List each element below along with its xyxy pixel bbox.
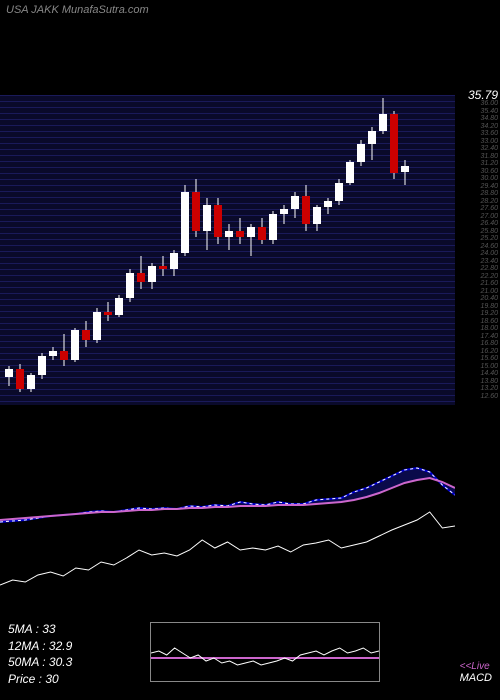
header-title: USA JAKK MunafaSutra.com [6, 4, 149, 16]
inset-svg [151, 623, 379, 681]
live-macd-line2: MACD [460, 672, 492, 684]
ma5-stat: 5MA : 33 [8, 621, 72, 638]
live-macd-line1: <<Live [460, 661, 492, 672]
ma12-stat: 12MA : 32.9 [8, 638, 72, 655]
ma50-stat: 50MA : 30.3 [8, 654, 72, 671]
macd-panel [0, 450, 455, 590]
y-axis-ticks: 36.0035.4034.8034.2033.6033.0032.4031.80… [458, 100, 498, 400]
live-macd-label: <<Live MACD [460, 661, 492, 684]
candle-container [5, 95, 450, 405]
candlestick-chart [0, 95, 455, 405]
inset-panel [150, 622, 380, 682]
stats-block: 5MA : 33 12MA : 32.9 50MA : 30.3 Price :… [8, 621, 72, 688]
chart-header: USA JAKK MunafaSutra.com [6, 4, 149, 16]
price-stat: Price : 30 [8, 671, 72, 688]
macd-svg [0, 450, 455, 590]
